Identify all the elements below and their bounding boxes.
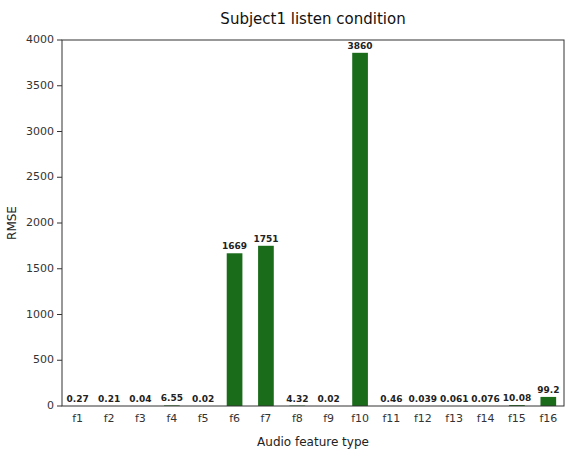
- x-tick-label: f15: [508, 412, 526, 425]
- data-label: 0.04: [129, 394, 151, 404]
- y-tick-label: 500: [33, 353, 54, 366]
- y-tick: [57, 85, 62, 86]
- x-tick-label: f4: [166, 412, 177, 425]
- data-label: 4.32: [286, 394, 308, 404]
- bar: [227, 253, 243, 406]
- data-label: 0.039: [409, 394, 437, 404]
- y-tick-label: 3500: [26, 79, 54, 92]
- x-tick-label: f3: [135, 412, 146, 425]
- bar: [540, 397, 556, 406]
- y-tick-label: 1500: [26, 262, 54, 275]
- x-tick-label: f9: [323, 412, 334, 425]
- data-label: 0.02: [318, 394, 340, 404]
- bar: [258, 246, 274, 406]
- data-label: 3860: [348, 41, 373, 51]
- y-tick: [57, 223, 62, 224]
- bars: [70, 53, 556, 406]
- title: Subject1 listen condition: [220, 10, 405, 28]
- y-axis: 0 500 1000 1500 2000 2500 3000 3500 4000: [26, 33, 62, 412]
- x-tick-label: f16: [539, 412, 557, 425]
- y-tick-label: 2500: [26, 170, 54, 183]
- y-tick-label: 0: [47, 399, 54, 412]
- x-tick-label: f7: [261, 412, 272, 425]
- data-label: 0.02: [192, 394, 214, 404]
- x-axis-title: Audio feature type: [257, 435, 369, 449]
- data-label: 6.55: [161, 393, 183, 403]
- x-tick-label: f8: [292, 412, 303, 425]
- data-label: 0.076: [471, 394, 499, 404]
- y-tick: [57, 314, 62, 315]
- y-tick: [57, 40, 62, 41]
- plot-frame: [62, 40, 564, 406]
- data-labels: 0.27 0.21 0.04 6.55 0.02 1669 1751 4.32 0.02 3860…: [67, 41, 560, 404]
- y-tick: [57, 360, 62, 361]
- x-tick-label: f10: [351, 412, 369, 425]
- data-label: 0.21: [98, 394, 120, 404]
- data-label: 10.08: [503, 393, 531, 403]
- y-tick: [57, 268, 62, 269]
- x-tick-label: f12: [414, 412, 432, 425]
- data-label: 0.46: [380, 394, 402, 404]
- y-tick: [57, 177, 62, 178]
- x-tick-label: f14: [477, 412, 495, 425]
- y-tick: [57, 131, 62, 132]
- data-label: 1669: [222, 241, 247, 251]
- x-tick-label: f11: [383, 412, 401, 425]
- y-tick-label: 1000: [26, 308, 54, 321]
- x-axis: f1 f2 f3 f4 f5 f6 f7 f8 f9 f10 f11 f12 f13 f14 f15 f16: [72, 412, 557, 425]
- x-tick-label: f5: [198, 412, 209, 425]
- x-tick-label: f6: [229, 412, 240, 425]
- x-tick-label: f2: [104, 412, 115, 425]
- data-label: 0.27: [67, 394, 89, 404]
- data-label: 0.061: [440, 394, 468, 404]
- y-tick-label: 4000: [26, 33, 54, 46]
- x-tick-label: f1: [72, 412, 83, 425]
- x-tick-label: f13: [445, 412, 463, 425]
- data-label: 1751: [253, 234, 278, 244]
- y-tick: [57, 406, 62, 407]
- y-axis-title: RMSE: [5, 206, 19, 240]
- chart: 0 500 1000 1500 2000 2500 3000 3500 4000 f1 f2 f3 f4…: [0, 0, 578, 458]
- bar: [352, 53, 368, 406]
- data-label: 99.2: [537, 385, 559, 395]
- y-tick-label: 3000: [26, 125, 54, 138]
- y-tick-label: 2000: [26, 216, 54, 229]
